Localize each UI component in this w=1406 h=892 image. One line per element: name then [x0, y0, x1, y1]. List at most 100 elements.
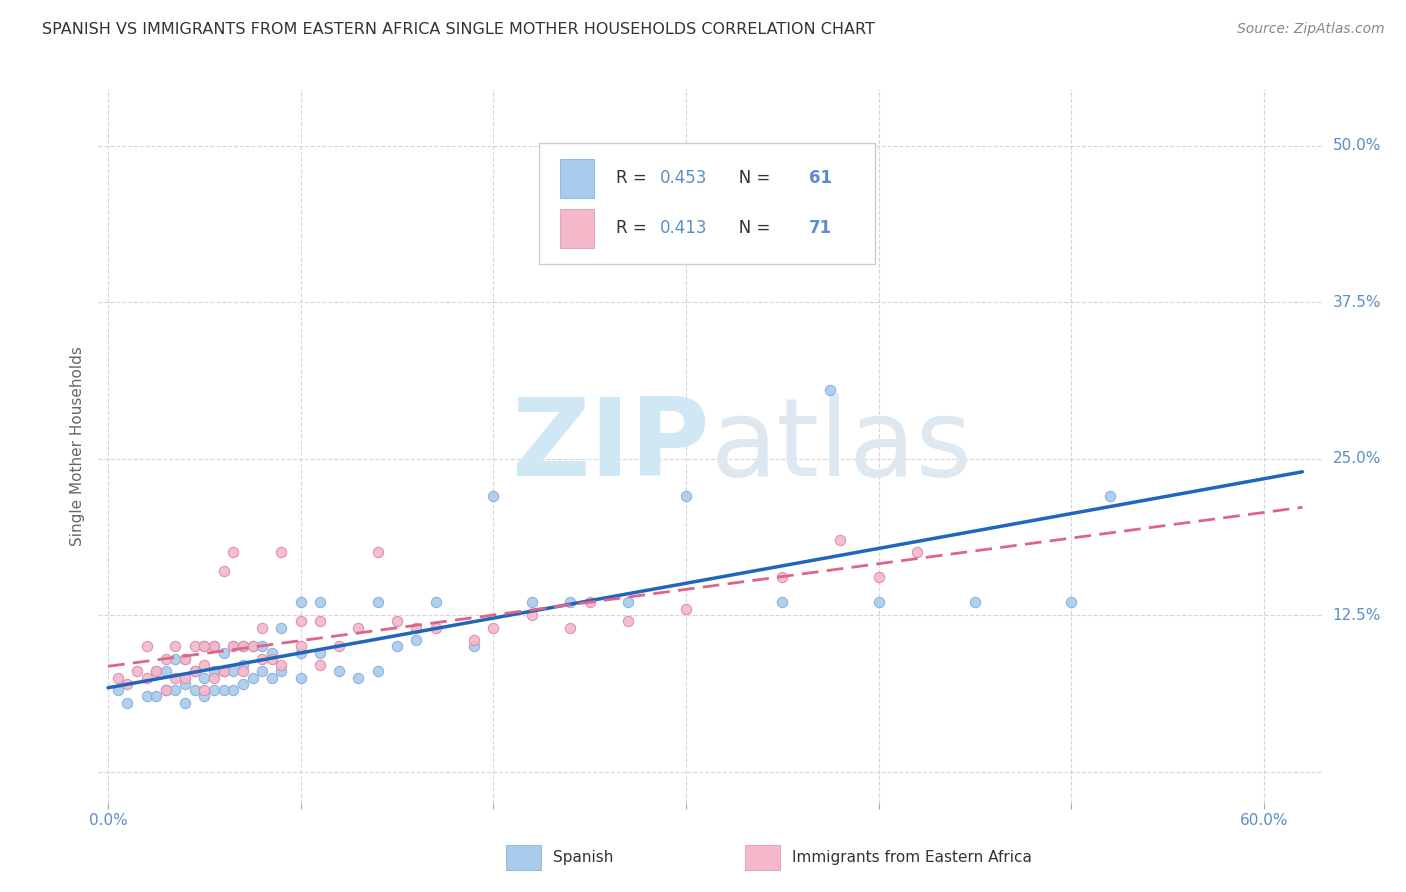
Text: N =: N =: [724, 169, 776, 187]
Point: [232, 677, 254, 691]
Point: [770, 570, 793, 584]
Point: [250, 652, 273, 666]
Y-axis label: Single Mother Households: Single Mother Households: [70, 346, 86, 546]
Point: [309, 646, 332, 660]
Point: [405, 633, 427, 648]
Point: [145, 665, 167, 679]
Point: [202, 683, 225, 698]
Point: [155, 665, 177, 679]
Point: [165, 683, 187, 698]
Point: [347, 671, 370, 685]
Point: [117, 696, 139, 710]
Point: [578, 595, 600, 609]
Point: [174, 677, 197, 691]
Point: [868, 570, 890, 584]
Text: 37.5%: 37.5%: [1333, 294, 1381, 310]
Point: [367, 665, 389, 679]
Point: [463, 640, 485, 654]
Point: [232, 640, 254, 654]
Point: [242, 640, 264, 654]
Point: [250, 640, 273, 654]
Point: [135, 640, 157, 654]
Point: [367, 595, 389, 609]
Point: [145, 665, 167, 679]
Point: [125, 665, 148, 679]
Point: [222, 665, 245, 679]
Point: [222, 545, 245, 559]
Point: [560, 595, 582, 609]
Point: [193, 640, 215, 654]
Point: [347, 621, 370, 635]
Point: [367, 545, 389, 559]
Point: [463, 633, 485, 648]
Point: [107, 683, 129, 698]
Text: Source: ZipAtlas.com: Source: ZipAtlas.com: [1237, 22, 1385, 37]
Point: [212, 564, 235, 578]
Point: [560, 621, 582, 635]
Point: [828, 533, 851, 547]
Point: [290, 640, 312, 654]
Point: [309, 658, 332, 673]
Point: [270, 545, 292, 559]
Point: [1098, 489, 1121, 503]
Text: 50.0%: 50.0%: [1333, 138, 1381, 153]
FancyBboxPatch shape: [560, 159, 593, 198]
Point: [117, 677, 139, 691]
Text: ZIP: ZIP: [512, 393, 710, 499]
Point: [1060, 595, 1083, 609]
Point: [165, 652, 187, 666]
Point: [385, 640, 408, 654]
Point: [193, 683, 215, 698]
Point: [482, 489, 505, 503]
Text: N =: N =: [724, 219, 776, 237]
Point: [202, 665, 225, 679]
Point: [425, 595, 447, 609]
Point: [232, 640, 254, 654]
Point: [270, 658, 292, 673]
Point: [184, 665, 207, 679]
Point: [770, 595, 793, 609]
Point: [174, 652, 197, 666]
Text: SPANISH VS IMMIGRANTS FROM EASTERN AFRICA SINGLE MOTHER HOUSEHOLDS CORRELATION C: SPANISH VS IMMIGRANTS FROM EASTERN AFRIC…: [42, 22, 875, 37]
Point: [290, 671, 312, 685]
Point: [328, 640, 350, 654]
Point: [193, 671, 215, 685]
Point: [202, 671, 225, 685]
Point: [675, 601, 697, 615]
Point: [242, 671, 264, 685]
Text: atlas: atlas: [710, 393, 972, 499]
Point: [193, 690, 215, 704]
Point: [617, 614, 640, 628]
Point: [868, 595, 890, 609]
Point: [155, 683, 177, 698]
Point: [290, 595, 312, 609]
Point: [290, 614, 312, 628]
Point: [135, 690, 157, 704]
Text: R =: R =: [616, 169, 652, 187]
FancyBboxPatch shape: [560, 209, 593, 248]
Point: [155, 652, 177, 666]
Point: [184, 640, 207, 654]
Point: [250, 621, 273, 635]
Point: [290, 646, 312, 660]
Point: [165, 640, 187, 654]
Point: [222, 640, 245, 654]
Point: [193, 658, 215, 673]
Point: [232, 665, 254, 679]
Point: [184, 683, 207, 698]
Point: [193, 640, 215, 654]
Text: Spanish: Spanish: [553, 850, 613, 864]
Point: [270, 665, 292, 679]
Point: [202, 640, 225, 654]
Point: [135, 671, 157, 685]
Point: [212, 665, 235, 679]
Point: [328, 665, 350, 679]
Point: [820, 383, 842, 397]
Point: [202, 640, 225, 654]
Text: 25.0%: 25.0%: [1333, 451, 1381, 466]
Text: Immigrants from Eastern Africa: Immigrants from Eastern Africa: [792, 850, 1032, 864]
Text: 12.5%: 12.5%: [1333, 607, 1381, 623]
Point: [675, 489, 697, 503]
Point: [174, 696, 197, 710]
Point: [145, 690, 167, 704]
